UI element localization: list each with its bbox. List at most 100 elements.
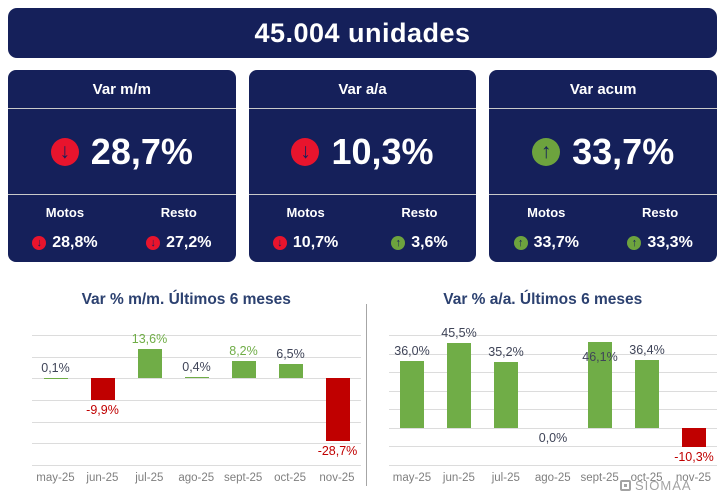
x-tick-label: may-25 xyxy=(392,472,432,484)
charts-divider-line xyxy=(366,304,367,486)
kpi-sub-label: Motos xyxy=(45,205,85,220)
kpi-card-title: Var m/m xyxy=(8,70,236,109)
down-arrow-icon: ↓ xyxy=(50,137,79,166)
chart-plot-area: 0,1% -9,9% 13,6% 0,4% 8,2% 6,5% -28,7% xyxy=(32,331,361,466)
bar-oct-25[interactable] xyxy=(635,360,659,428)
kpi-sub-motos: Motos ↓ 10,7% xyxy=(249,195,363,262)
kpi-sub-value: 33,7% xyxy=(533,234,579,251)
gridline xyxy=(32,421,361,423)
kpi-sub-motos: Motos ↓ 28,8% xyxy=(8,195,122,262)
kpi-sub-motos: Motos ↑ 33,7% xyxy=(489,195,603,262)
gridline xyxy=(388,335,717,336)
kpi-sub-value-row: ↑ 33,7% xyxy=(513,234,579,252)
bar-jul-25[interactable] xyxy=(494,362,518,428)
x-tick-label: jul-25 xyxy=(135,472,164,484)
gridline xyxy=(32,465,361,466)
kpi-sub-value-row: ↑ 3,6% xyxy=(391,234,448,252)
kpi-main-value: 33,7% xyxy=(572,130,675,172)
bar-nov-25[interactable] xyxy=(682,427,706,447)
kpi-sub-resto: Resto ↑ 33,3% xyxy=(603,195,717,262)
kpi-sub-value: 3,6% xyxy=(411,234,448,251)
kpi-sub-row: Motos ↑ 33,7% Resto ↑ 33,3% xyxy=(489,195,717,262)
kpi-sub-label: Resto xyxy=(160,205,197,220)
bar-value-label: 0,0% xyxy=(538,430,568,445)
kpi-main-value: 28,7% xyxy=(90,130,193,172)
kpi-sub-label: Motos xyxy=(286,205,325,220)
kpi-sub-resto: Resto ↑ 3,6% xyxy=(363,195,477,262)
bar-sept-25[interactable] xyxy=(231,360,256,379)
kpi-sub-value-row: ↑ 33,3% xyxy=(627,234,693,252)
gridline xyxy=(32,356,361,358)
x-tick-label: may-25 xyxy=(36,472,75,484)
chart-plot-area: 36,0% 45,5% 35,2% 0,0% 46,1% 36,4% -10,3% xyxy=(388,326,717,466)
up-arrow-icon: ↑ xyxy=(391,236,406,250)
bar-value-label: -28,7% xyxy=(317,443,358,458)
x-tick-label: jun-25 xyxy=(442,472,475,484)
up-arrow-icon: ↑ xyxy=(513,236,528,250)
chart-title: Var % a/a. Últimos 6 meses xyxy=(443,291,643,308)
watermark: SIOMAA xyxy=(620,478,692,493)
kpi-sub-value: 28,8% xyxy=(52,234,98,251)
kpi-main-value-row: ↑ 33,7% xyxy=(489,109,718,195)
chart-var-m-m-ltimos-6-meses: Var % m/m. Últimos 6 meses 0,1% -9,9% 13,6%… xyxy=(8,278,365,484)
chart-title: Var % m/m. Últimos 6 meses xyxy=(81,291,291,308)
kpi-sub-resto: Resto ↓ 27,2% xyxy=(122,195,236,262)
kpi-sub-row: Motos ↓ 28,8% Resto ↓ 27,2% xyxy=(8,195,236,262)
x-axis: may-25 jun-25 jul-25 ago-25 sept-25 oct-25 nov… xyxy=(389,472,718,484)
x-tick-label: sept-25 xyxy=(223,472,263,484)
bar-may-25[interactable] xyxy=(400,361,424,428)
down-arrow-icon: ↓ xyxy=(32,236,47,250)
up-arrow-icon: ↑ xyxy=(532,137,561,166)
bar-value-label: -10,3% xyxy=(674,449,714,464)
down-arrow-icon: ↓ xyxy=(146,236,161,250)
bar-sept-25[interactable] xyxy=(588,342,612,428)
down-arrow-icon: ↓ xyxy=(291,137,320,166)
gridline xyxy=(388,427,717,429)
charts-row: Var % m/m. Últimos 6 meses 0,1% -9,9% 13,6%… xyxy=(8,278,721,484)
bar-value-label: 6,5% xyxy=(276,347,305,362)
bar-jun-25[interactable] xyxy=(90,378,115,400)
kpi-card-title: Var acum xyxy=(489,70,718,109)
bar-value-label: 46,1% xyxy=(582,350,618,365)
gridline xyxy=(32,378,361,380)
bar-oct-25[interactable] xyxy=(278,364,303,379)
bar-value-label: 36,0% xyxy=(394,344,430,358)
x-tick-label: ago-25 xyxy=(178,472,215,484)
kpi-sub-value: 33,3% xyxy=(647,234,693,251)
kpi-sub-value-row: ↓ 28,8% xyxy=(32,234,98,252)
gridline xyxy=(388,353,717,355)
x-tick-label: nov-25 xyxy=(675,472,712,484)
x-axis: may-25 jun-25 jul-25 ago-25 sept-25 oct-25 nov… xyxy=(32,472,361,484)
gridline xyxy=(388,409,717,411)
siomaa-logo-icon xyxy=(620,480,631,491)
kpi-sub-label: Motos xyxy=(527,205,566,220)
kpi-main-value-row: ↓ 28,7% xyxy=(8,109,236,195)
bar-value-label: 45,5% xyxy=(441,326,477,341)
x-tick-label: ago-25 xyxy=(534,472,571,484)
kpi-sub-label: Resto xyxy=(642,205,679,220)
chart-var-a-a-ltimos-6-meses: Var % a/a. Últimos 6 meses 36,0% 45,5% 35,2… xyxy=(365,278,722,484)
x-tick-label: oct-25 xyxy=(274,472,307,484)
gridline xyxy=(32,443,361,445)
kpi-sub-value: 27,2% xyxy=(166,234,212,251)
kpi-main-value: 10,3% xyxy=(331,130,434,172)
kpi-sub-row: Motos ↓ 10,7% Resto ↑ 3,6% xyxy=(249,195,477,262)
x-tick-label: jun-25 xyxy=(86,472,119,484)
bar-jul-25[interactable] xyxy=(137,348,162,379)
kpi-sub-value-row: ↓ 27,2% xyxy=(146,234,211,252)
down-arrow-icon: ↓ xyxy=(272,236,287,250)
x-tick-label: nov-25 xyxy=(319,472,355,484)
bar-nov-25[interactable] xyxy=(325,378,350,441)
bar-ago-25[interactable] xyxy=(184,377,209,379)
gridline xyxy=(388,446,717,448)
bar-value-label: 13,6% xyxy=(131,331,168,346)
total-units-banner: 45.004 unidades xyxy=(8,8,717,58)
gridline xyxy=(388,372,717,374)
kpi-card-var-m-m: Var m/m ↓ 28,7% Motos ↓ 28,8% Resto ↓ 27,2% xyxy=(8,70,236,262)
bar-jun-25[interactable] xyxy=(447,343,471,428)
bar-value-label: 0,1% xyxy=(41,361,70,376)
gridline xyxy=(388,390,717,392)
up-arrow-icon: ↑ xyxy=(627,236,642,250)
kpi-card-var-a-a: Var a/a ↓ 10,3% Motos ↓ 10,7% Resto ↑ 3,6% xyxy=(248,70,477,262)
bar-value-label: 0,4% xyxy=(182,360,211,375)
